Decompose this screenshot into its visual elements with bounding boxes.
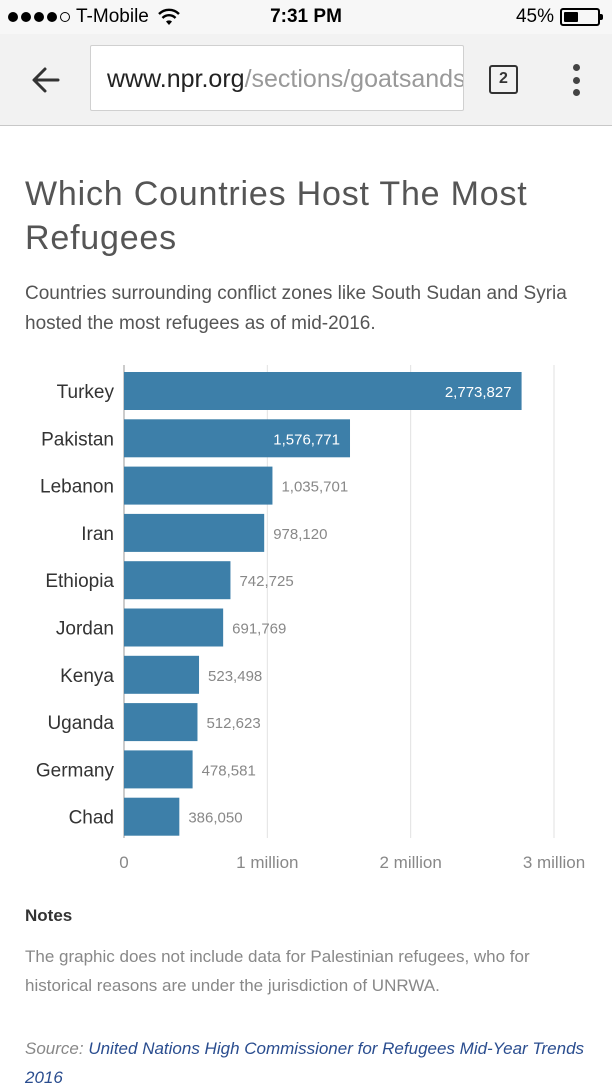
- bar: [124, 513, 265, 552]
- signal-dot: [47, 12, 57, 22]
- value-label: 478,581: [202, 762, 256, 779]
- value-label: 1,576,771: [273, 431, 340, 448]
- category-label: Germany: [36, 760, 115, 781]
- overflow-menu-icon[interactable]: [568, 64, 584, 96]
- bar: [124, 608, 224, 647]
- value-label: 1,035,701: [281, 479, 348, 496]
- back-arrow-icon[interactable]: [28, 62, 64, 98]
- value-label: 742,725: [239, 573, 293, 590]
- value-label: 978,120: [273, 526, 327, 543]
- source-link[interactable]: United Nations High Commissioner for Ref…: [25, 1039, 585, 1087]
- status-left: T-Mobile: [8, 6, 181, 28]
- refugee-bar-chart: 0 1 million 2 million 3 million Turkey 2,773,…: [0, 360, 612, 890]
- bar: [124, 703, 198, 742]
- battery-percent: 45%: [515, 6, 554, 27]
- signal-dot-empty: [60, 12, 70, 22]
- bar: [124, 797, 180, 836]
- x-tick-label: 3 million: [523, 853, 585, 872]
- signal-dot: [34, 12, 44, 22]
- category-label: Jordan: [56, 619, 114, 640]
- category-label: Ethiopia: [45, 571, 114, 592]
- category-label: Chad: [69, 808, 114, 829]
- x-tick-label: 2 million: [379, 853, 441, 872]
- category-label: Turkey: [57, 382, 115, 403]
- status-right: 45%: [515, 6, 603, 28]
- carrier-name: T-Mobile: [76, 6, 149, 27]
- category-label: Pakistan: [41, 429, 114, 450]
- bar: [124, 419, 351, 458]
- status-bar: T-Mobile 7:31 PM 45%: [0, 0, 612, 34]
- battery-icon: [560, 8, 603, 26]
- bar: [124, 372, 522, 410]
- page-subtitle: Countries surrounding conflict zones lik…: [25, 283, 567, 334]
- signal-dot: [8, 12, 18, 22]
- bar: [124, 750, 193, 789]
- url-path: /sections/goatsandsoda: [244, 65, 464, 93]
- tab-switcher-button[interactable]: 2: [489, 65, 518, 94]
- signal-strength-icon: [8, 12, 70, 22]
- browser-toolbar: www.npr.org/sections/goatsandsoda 2: [0, 34, 612, 126]
- value-label: 523,498: [208, 668, 262, 685]
- value-label: 691,769: [232, 621, 286, 638]
- source-label: Source:: [25, 1039, 84, 1058]
- address-bar[interactable]: www.npr.org/sections/goatsandsoda: [90, 45, 464, 111]
- x-tick-label: 1 million: [236, 853, 298, 872]
- source-credit: Source: United Nations High Commissioner…: [25, 1034, 585, 1088]
- wifi-icon: [158, 8, 180, 25]
- notes-heading: Notes: [25, 906, 73, 925]
- signal-dot: [21, 12, 31, 22]
- category-label: Uganda: [47, 713, 114, 734]
- chart-svg: 0 1 million 2 million 3 million Turkey 2,773,…: [36, 365, 585, 872]
- battery-level: [564, 12, 578, 22]
- value-label: 2,773,827: [445, 384, 512, 401]
- bar: [124, 561, 231, 600]
- bar: [124, 655, 200, 694]
- notes-text: The graphic does not include data for Pa…: [25, 947, 530, 995]
- category-label: Kenya: [60, 666, 114, 687]
- url-host: www.npr.org: [107, 65, 245, 93]
- page-title: Which Countries Host The Most Refugees: [25, 175, 528, 257]
- x-tick-label: 0: [119, 853, 128, 872]
- value-label: 386,050: [188, 810, 242, 827]
- bar: [124, 466, 273, 505]
- value-label: 512,623: [206, 715, 260, 732]
- category-label: Lebanon: [40, 477, 114, 498]
- status-time: 7:31 PM: [270, 6, 342, 27]
- category-label: Iran: [81, 524, 114, 545]
